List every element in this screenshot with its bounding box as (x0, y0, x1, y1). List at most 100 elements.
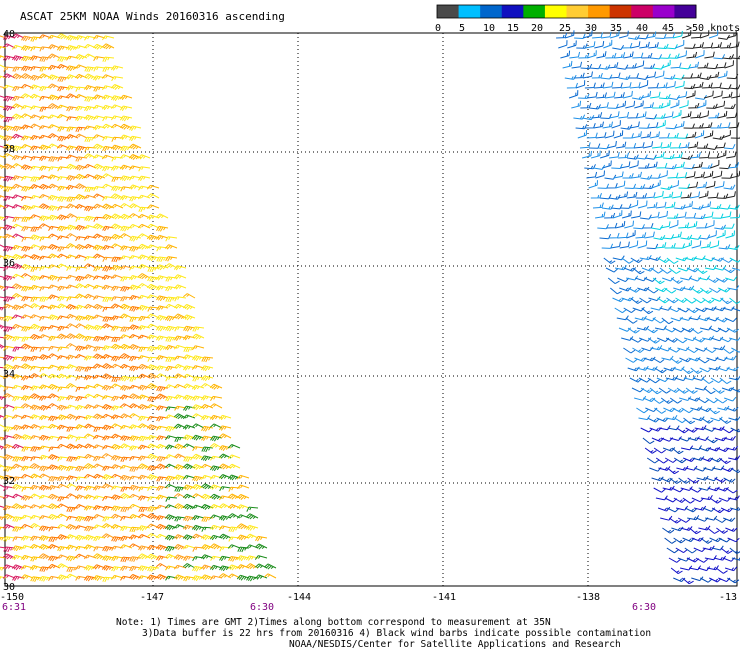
wind-barb (57, 365, 70, 371)
wind-barb (57, 296, 70, 302)
wind-barb (56, 214, 70, 221)
wind-barb (200, 503, 214, 510)
wind-barb (138, 175, 151, 181)
wind-barb (155, 544, 169, 551)
wind-barb (129, 175, 142, 181)
wind-barb (102, 296, 115, 303)
wind-barb (47, 544, 61, 550)
wind-barb (146, 283, 160, 290)
wind-barb (29, 205, 43, 210)
wind-barb (631, 211, 642, 219)
wind-barb (93, 346, 106, 352)
wind-barb (110, 95, 124, 102)
wind-barb (675, 39, 685, 49)
wind-barb (47, 284, 61, 290)
wind-barb (93, 546, 106, 552)
wind-barb (723, 223, 735, 229)
wind-barb (618, 30, 629, 39)
wind-barb (21, 296, 34, 302)
wind-barb (715, 100, 726, 109)
wind-barb (101, 94, 115, 100)
wind-barb (12, 575, 25, 581)
wind-barb (29, 55, 43, 61)
wind-barb (66, 55, 79, 61)
wind-barb (155, 463, 169, 470)
wind-barb (57, 546, 70, 552)
wind-barb (3, 536, 16, 542)
wind-barb (101, 43, 115, 50)
wind-barb (11, 304, 25, 311)
wind-barb (564, 74, 577, 80)
wind-barb (30, 365, 43, 371)
wind-barb (660, 221, 671, 229)
wind-barb (47, 205, 61, 212)
wind-barb (38, 494, 52, 500)
wind-barb (678, 436, 691, 442)
wind-barb (666, 257, 679, 264)
wind-barb (655, 242, 667, 249)
wind-barb (639, 41, 650, 49)
wind-barb (39, 296, 52, 303)
wind-barb (11, 155, 25, 161)
wind-barb (21, 135, 34, 141)
wind-barb (29, 303, 43, 309)
wind-barb (638, 123, 650, 129)
wind-barb (183, 293, 196, 299)
wind-barb (56, 523, 70, 529)
wind-barb (146, 223, 160, 229)
wind-barb (689, 191, 701, 199)
wind-barb (120, 565, 133, 571)
wind-barb (568, 90, 579, 99)
time-label-west: 6:31 (2, 602, 26, 613)
wind-barb (165, 496, 178, 502)
wind-barb (657, 297, 670, 304)
wind-barb (83, 355, 97, 361)
wind-barb (47, 74, 61, 81)
wind-barb (2, 84, 16, 90)
wind-barb (120, 575, 133, 581)
wind-barb (65, 313, 79, 319)
wind-barb (721, 427, 734, 434)
wind-barb (685, 212, 697, 219)
legend-tick-label: 5 (459, 23, 465, 34)
wind-barb (652, 103, 664, 109)
wind-barb (614, 265, 627, 271)
wind-barb (65, 323, 79, 329)
wind-barb (209, 564, 223, 571)
wind-barb (174, 405, 187, 411)
wind-barb (111, 336, 124, 343)
wind-barb (219, 565, 232, 572)
wind-barb (65, 395, 79, 401)
wind-barb (704, 347, 717, 354)
wind-barb (101, 354, 115, 360)
wind-barb (129, 355, 142, 362)
wind-barb (128, 424, 142, 430)
wind-barb (120, 296, 133, 302)
wind-barb (57, 166, 70, 172)
wind-barb (0, 556, 7, 559)
wind-barb (110, 485, 124, 491)
wind-barb (716, 230, 726, 239)
wind-barb (101, 123, 115, 129)
wind-barb (93, 336, 106, 342)
wind-barb (218, 515, 232, 521)
wind-barb (667, 172, 679, 179)
wind-barb (83, 494, 97, 500)
wind-barb (110, 343, 124, 350)
wind-barb (605, 267, 619, 273)
wind-barb (236, 523, 250, 530)
wind-barb (156, 305, 169, 311)
wind-barb (705, 397, 719, 404)
wind-barb (65, 184, 79, 191)
wind-barb (0, 576, 7, 580)
wind-barb (75, 315, 88, 322)
wind-barb (20, 124, 34, 130)
wind-barb (92, 463, 106, 469)
wind-barb (0, 475, 7, 480)
wind-barb (668, 557, 681, 563)
wind-barb (728, 375, 740, 381)
wind-barb (39, 255, 52, 261)
wind-barb (11, 364, 25, 371)
wind-barb (647, 377, 660, 384)
wind-barb (655, 457, 668, 464)
